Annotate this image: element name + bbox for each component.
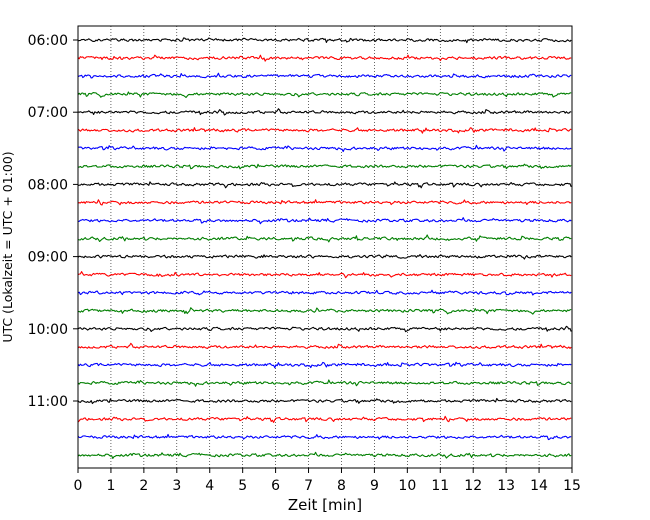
trace-1045 bbox=[77, 379, 572, 387]
x-tick-label: 4 bbox=[205, 478, 214, 494]
y-tick-label: 11:00 bbox=[28, 394, 68, 410]
x-tick-label: 15 bbox=[563, 478, 581, 494]
x-tick-label: 6 bbox=[271, 478, 280, 494]
x-tick-label: 2 bbox=[139, 478, 148, 494]
trace-0645 bbox=[77, 91, 572, 99]
plot-background bbox=[78, 26, 572, 468]
x-tick-label: 12 bbox=[464, 478, 482, 494]
trace-0800 bbox=[77, 181, 572, 189]
trace-0615 bbox=[77, 54, 572, 62]
trace-0900 bbox=[77, 254, 572, 260]
y-tick-label: 10:00 bbox=[28, 322, 68, 338]
x-tick-label: 1 bbox=[106, 478, 115, 494]
y-tick-label: 09:00 bbox=[28, 250, 68, 266]
x-tick-label: 10 bbox=[398, 478, 416, 494]
y-axis-ticks: 06:00 07:00 08:00 09:00 10:00 11:00 bbox=[28, 33, 78, 410]
trace-0600 bbox=[77, 37, 572, 44]
y-tick-label: 08:00 bbox=[28, 177, 68, 193]
trace-0915 bbox=[77, 271, 572, 279]
trace-1000 bbox=[77, 325, 572, 333]
trace-1145 bbox=[77, 451, 572, 459]
x-tick-label: 3 bbox=[172, 478, 181, 494]
x-tick-label: 13 bbox=[497, 478, 515, 494]
x-tick-label: 14 bbox=[530, 478, 548, 494]
trace-1115 bbox=[77, 415, 572, 423]
trace-1130 bbox=[77, 433, 572, 441]
x-tick-label: 7 bbox=[304, 478, 313, 494]
trace-0700 bbox=[77, 108, 572, 116]
trace-1030 bbox=[77, 361, 572, 369]
trace-0830 bbox=[77, 217, 572, 225]
trace-0945 bbox=[77, 307, 572, 315]
x-axis-label: Zeit [min] bbox=[288, 496, 362, 514]
trace-0815 bbox=[77, 199, 572, 206]
x-tick-label: 9 bbox=[370, 478, 379, 494]
x-tick-label: 0 bbox=[74, 478, 83, 494]
y-tick-label: 06:00 bbox=[28, 33, 68, 49]
plot-frame bbox=[77, 25, 573, 469]
trace-0930 bbox=[77, 289, 572, 296]
trace-0730 bbox=[77, 144, 572, 153]
x-tick-label: 5 bbox=[238, 478, 247, 494]
x-axis-ticks: 0 1 2 3 4 5 6 7 8 9 10 11 12 13 14 15 bbox=[74, 468, 581, 494]
y-axis-label: UTC (Lokalzeit = UTC + 01:00) bbox=[0, 151, 15, 342]
trace-1100 bbox=[77, 397, 572, 405]
x-tick-label: 8 bbox=[337, 478, 346, 494]
trace-0715 bbox=[77, 127, 572, 134]
trace-0845 bbox=[77, 234, 572, 243]
trace-0630 bbox=[77, 72, 572, 79]
trace-group bbox=[77, 37, 572, 459]
x-tick-label: 11 bbox=[431, 478, 449, 494]
trace-1015 bbox=[77, 342, 572, 350]
y-tick-label: 07:00 bbox=[28, 105, 68, 121]
trace-0745 bbox=[77, 163, 572, 170]
